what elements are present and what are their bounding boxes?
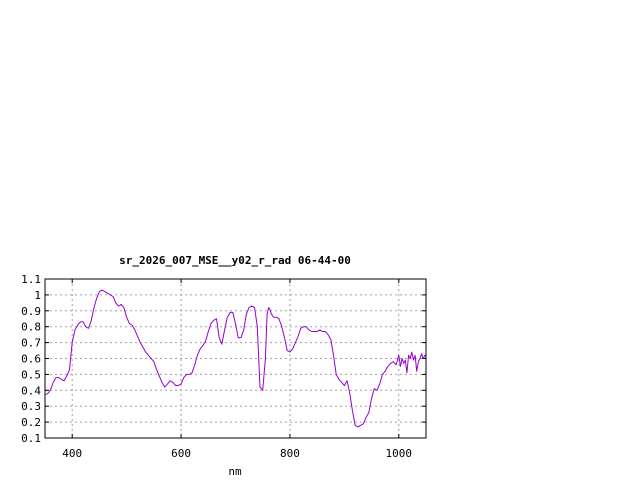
y-tick-label: 0.9 [21, 305, 41, 318]
y-tick-label: 1 [34, 289, 41, 302]
y-tick-label: 0.3 [21, 400, 41, 413]
y-tick-label: 0.8 [21, 321, 41, 334]
chart-title: sr_2026_007_MSE__y02_r_rad 06-44-00 [119, 254, 351, 267]
series-layer [44, 289, 427, 428]
x-tick-label: 1000 [386, 447, 413, 460]
x-tick-label: 400 [62, 447, 82, 460]
x-tick-label: 800 [280, 447, 300, 460]
grid [45, 279, 426, 438]
axis-ticks: 0.1 0.2 0.3 0.4 0.5 0.6 0.7 0.8 0.9 1 1.1 400 600 800… [21, 273, 426, 460]
y-tick-label: 0.1 [21, 432, 41, 445]
y-tick-label: 1.1 [21, 273, 41, 286]
y-tick-label: 0.4 [21, 384, 41, 397]
y-tick-label: 0.6 [21, 353, 41, 366]
x-tick-label: 600 [171, 447, 191, 460]
y-tick-label: 0.5 [21, 368, 41, 381]
series-line [44, 289, 427, 428]
y-tick-label: 0.7 [21, 337, 41, 350]
y-tick-label: 0.2 [21, 416, 41, 429]
x-axis-label: nm [228, 465, 242, 478]
